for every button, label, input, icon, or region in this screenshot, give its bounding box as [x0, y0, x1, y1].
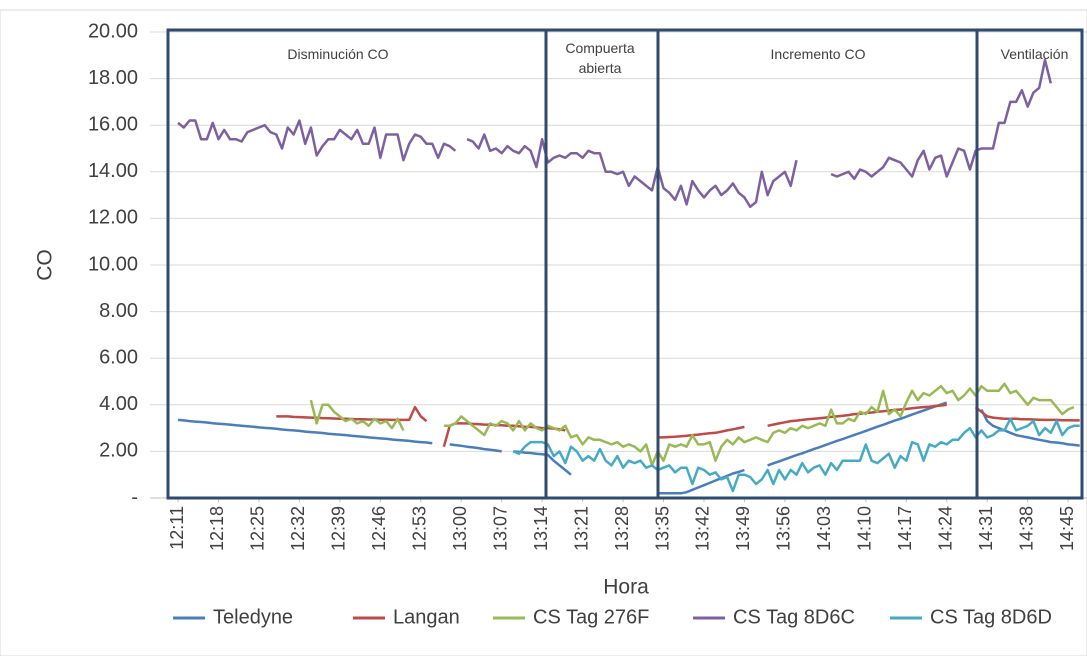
legend-label: Langan — [393, 606, 460, 628]
section-label: Compuerta abierta — [565, 40, 635, 76]
x-tick-label: 13:56 — [774, 506, 794, 551]
x-tick-label: 13:21 — [571, 506, 591, 551]
x-tick-label: 14:38 — [1016, 506, 1036, 551]
legend-item: Langan — [353, 606, 460, 628]
x-tick-label: 14:24 — [935, 506, 955, 551]
data-line — [177, 401, 1080, 495]
data-line — [177, 58, 1053, 209]
legend-label: Teledyne — [213, 606, 293, 628]
y-axis-label: CO — [34, 249, 57, 281]
legend-item: CS Tag 8D6D — [890, 606, 1052, 628]
y-tick-label: 10.00 — [88, 253, 138, 275]
x-tick-label: 14:03 — [814, 506, 834, 551]
data-line — [309, 382, 1075, 467]
legend-item: Teledyne — [173, 606, 293, 628]
x-tick-label: 12:25 — [248, 506, 268, 551]
x-tick-label: 13:35 — [652, 506, 672, 551]
section-label: Disminución CO — [287, 46, 389, 62]
legend-label: CS Tag 8D6C — [733, 606, 855, 628]
legend-item: CS Tag 8D6C — [693, 606, 855, 628]
legend-label: CS Tag 276F — [533, 606, 649, 628]
x-tick-label: 13:42 — [693, 506, 713, 551]
x-tick-label: 13:07 — [490, 506, 510, 551]
x-axis-label: Hora — [603, 576, 649, 599]
x-tick-label: 13:28 — [612, 506, 632, 551]
x-tick-label: 14:45 — [1057, 506, 1077, 551]
legend-item: CS Tag 276F — [493, 606, 649, 628]
section-label: Incremento CO — [770, 46, 866, 62]
chart-border — [0, 9, 1087, 656]
x-tick-label: 12:39 — [329, 506, 349, 551]
y-tick-label: 6.00 — [99, 346, 138, 368]
x-tick-label: 14:31 — [976, 506, 996, 551]
y-tick-label: 8.00 — [99, 300, 138, 322]
x-tick-label: 13:49 — [733, 506, 753, 551]
y-tick-label: 2.00 — [99, 440, 138, 462]
y-tick-label: 14.00 — [88, 160, 138, 182]
data-line — [512, 417, 1080, 493]
x-tick-label: 12:53 — [410, 506, 430, 551]
x-tick-label: 14:10 — [855, 506, 875, 551]
x-tick-label: 14:17 — [895, 506, 915, 551]
y-tick-label: 12.00 — [88, 207, 138, 229]
legend-label: CS Tag 8D6D — [930, 606, 1052, 628]
section-label: Ventilación — [1000, 46, 1069, 62]
x-tick-label: 12:18 — [207, 506, 227, 551]
x-tick-label: 12:46 — [369, 506, 389, 551]
x-tick-label: 12:11 — [167, 506, 187, 550]
x-tick-label: 12:32 — [288, 506, 308, 551]
y-tick-label: - — [131, 486, 138, 508]
y-tick-label: 4.00 — [99, 393, 138, 415]
y-tick-label: 18.00 — [88, 67, 138, 89]
x-tick-label: 13:00 — [450, 506, 470, 551]
section-frame — [166, 28, 1084, 500]
y-tick-label: 20.00 — [88, 20, 138, 42]
x-tick-label: 13:14 — [531, 506, 551, 551]
y-tick-label: 16.00 — [88, 113, 138, 135]
